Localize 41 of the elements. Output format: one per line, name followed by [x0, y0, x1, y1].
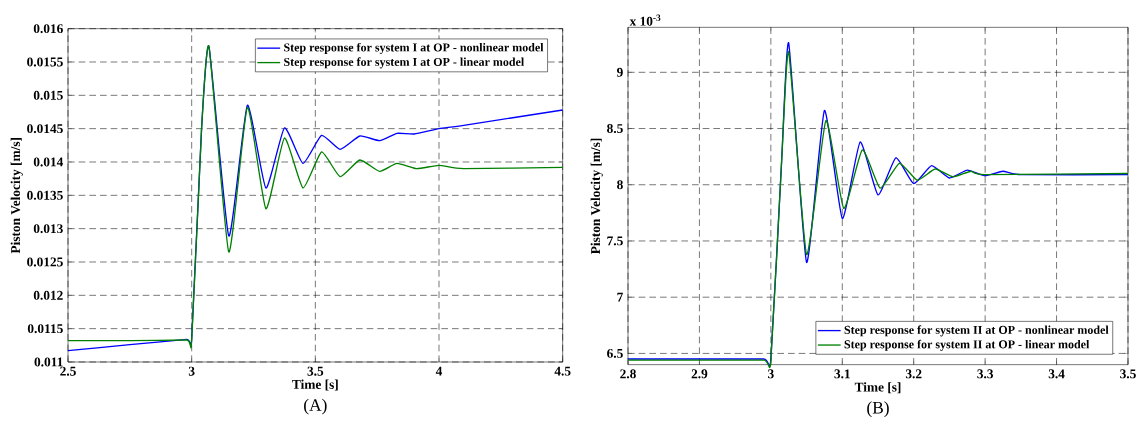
y-tick-label: 7 [617, 292, 623, 302]
y-axis-title: Piston Velocity [m/s] [590, 138, 603, 255]
y-tick-label: 8.5 [607, 124, 623, 134]
y-tick-label: 6.5 [607, 348, 623, 358]
x-axis-title: Time [s] [854, 382, 901, 394]
x-tick-label: 2.9 [691, 369, 708, 379]
x-tick-label: 3 [188, 366, 195, 376]
y-tick-label: 8 [617, 180, 623, 190]
x-tick-label: 2.8 [620, 369, 636, 379]
y-tick-label: 0.0115 [27, 324, 63, 334]
text: (B) [867, 401, 889, 418]
y-tick-label: 0.011 [34, 357, 63, 367]
legend-label: Step response for system I at OP - linear model [284, 57, 525, 69]
x-tick-label: 3.2 [905, 369, 922, 379]
text: x 10$^{-3}$ [629, 14, 661, 26]
y-tick-label: 0.016 [33, 24, 63, 34]
y-tick-label: 7.5 [607, 236, 623, 246]
x-tick-label: 3.5 [1120, 369, 1136, 379]
y-axis-title: Piston Velocity [m/s] [10, 138, 23, 254]
x-tick-label: 3.3 [977, 369, 994, 379]
y-tick-label: 0.012 [33, 290, 63, 300]
legend-label: Step response for system II at OP - linear model [844, 339, 1090, 351]
text: (A) [304, 398, 327, 415]
x-axis-title: Time [s] [292, 379, 338, 391]
y-tick-label: 0.0135 [27, 190, 63, 200]
y-tick-label: 9 [616, 67, 623, 77]
x-tick-label: 3.4 [1048, 369, 1065, 379]
x-tick-label: 3.5 [307, 366, 324, 376]
x-tick-label: 4.5 [554, 366, 571, 376]
legend-label: Step response for system I at OP - nonlinear model [284, 42, 544, 54]
x-tick-label: 3 [768, 369, 774, 379]
legend-label: Step response for system II at OP - nonlinear model [844, 325, 1109, 337]
y-tick-label: 0.0155 [27, 57, 63, 67]
y-tick-label: 0.015 [33, 90, 63, 100]
x-tick-label: 2.5 [60, 366, 76, 376]
x-tick-label: 4 [435, 366, 443, 376]
y-tick-label: 0.0125 [27, 257, 63, 267]
y-tick-label: 0.013 [33, 224, 63, 234]
y-tick-label: 0.014 [33, 157, 64, 167]
y-tick-label: 0.0145 [27, 124, 63, 134]
x-tick-label: 3.1 [834, 369, 850, 379]
